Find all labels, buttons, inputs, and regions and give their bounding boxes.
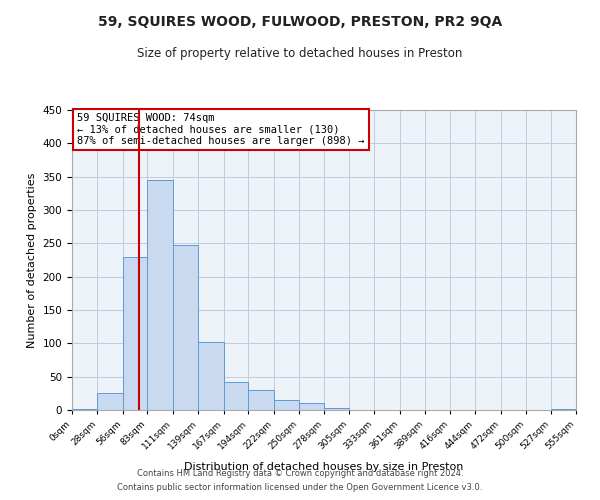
Bar [148, 180, 173, 410]
Text: Contains public sector information licensed under the Open Government Licence v3: Contains public sector information licen… [118, 484, 482, 492]
Bar [198, 342, 224, 410]
Text: Contains HM Land Registry data © Crown copyright and database right 2024.: Contains HM Land Registry data © Crown c… [137, 468, 463, 477]
Y-axis label: Number of detached properties: Number of detached properties [27, 172, 37, 348]
Bar [72, 408, 97, 410]
Bar [551, 408, 576, 410]
Bar [224, 382, 248, 410]
Bar [123, 256, 148, 410]
Bar [97, 394, 123, 410]
Text: 59, SQUIRES WOOD, FULWOOD, PRESTON, PR2 9QA: 59, SQUIRES WOOD, FULWOOD, PRESTON, PR2 … [98, 15, 502, 29]
Text: 59 SQUIRES WOOD: 74sqm
← 13% of detached houses are smaller (130)
87% of semi-de: 59 SQUIRES WOOD: 74sqm ← 13% of detached… [77, 113, 365, 146]
Text: Size of property relative to detached houses in Preston: Size of property relative to detached ho… [137, 48, 463, 60]
Bar [274, 400, 299, 410]
Bar [173, 244, 198, 410]
Bar [248, 390, 274, 410]
Bar [299, 404, 325, 410]
X-axis label: Distribution of detached houses by size in Preston: Distribution of detached houses by size … [184, 462, 464, 472]
Bar [325, 408, 349, 410]
